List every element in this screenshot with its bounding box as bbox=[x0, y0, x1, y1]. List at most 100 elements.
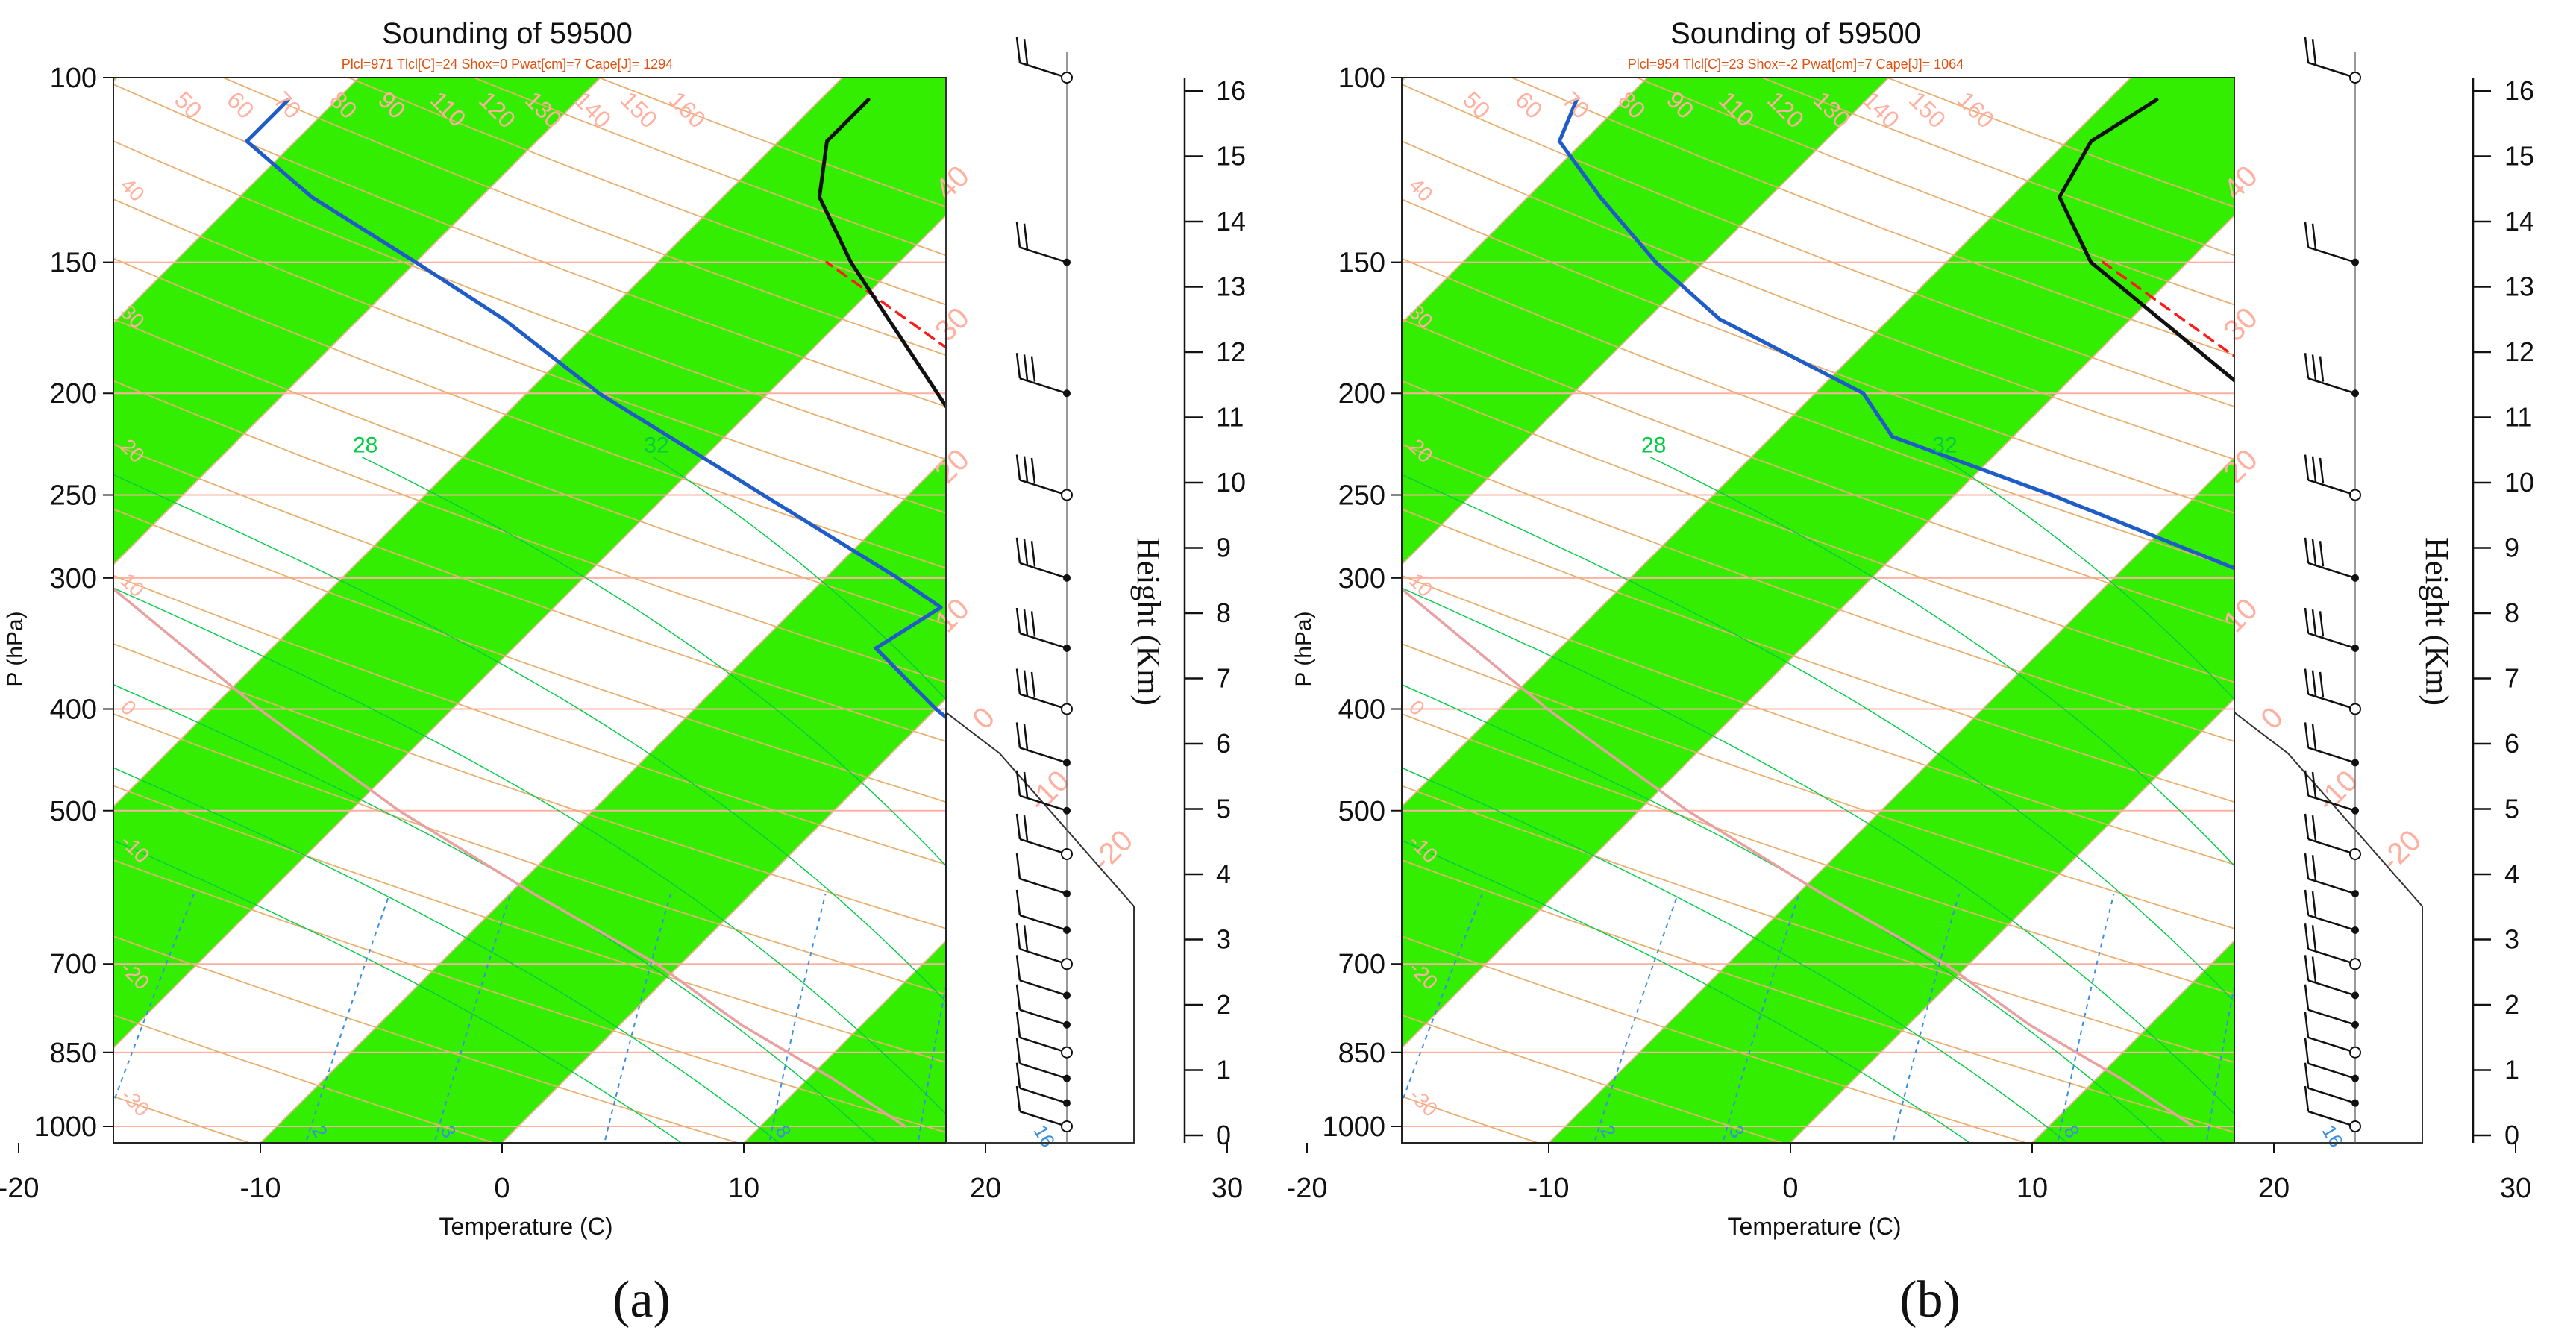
pressure-tick-label: 850 bbox=[50, 1038, 97, 1069]
wind-barb-flag bbox=[2304, 353, 2310, 379]
wind-barb-flag bbox=[2311, 855, 2317, 881]
temperature-profile-point bbox=[2500, 1023, 2502, 1026]
wind-barb-flag bbox=[2304, 722, 2310, 748]
height-tick-label: 14 bbox=[1216, 206, 1246, 236]
isotherm-label: 60 bbox=[1510, 86, 1548, 124]
sounding-parameters: Plcl=954 Tlcl[C]=23 Shox=-2 Pwat[cm]=7 C… bbox=[1628, 57, 1964, 72]
dewpoint-profile-point bbox=[2475, 1023, 2478, 1026]
temperature-profile-point bbox=[2495, 1126, 2497, 1128]
wind-barb bbox=[1015, 1085, 1073, 1132]
dewpoint-profile-point bbox=[1176, 963, 1178, 965]
temperature-tick-label: 0 bbox=[494, 1173, 510, 1204]
dry-adiabat bbox=[113, 935, 741, 1143]
wind-barb bbox=[2304, 984, 2359, 1029]
dry-adiabat bbox=[1402, 508, 2234, 803]
isotherm-label: -20 bbox=[2374, 824, 2428, 877]
pressure-tick-label: 150 bbox=[1338, 248, 1385, 279]
temperature-profile-point bbox=[1111, 762, 1113, 764]
height-tick-label: 0 bbox=[2504, 1120, 2519, 1150]
height-tick-label: 16 bbox=[2504, 75, 2534, 106]
pressure-tick-label: 150 bbox=[50, 248, 97, 279]
parcel-profile-point bbox=[2285, 392, 2287, 395]
moist-adiabat-label: 32 bbox=[644, 433, 668, 458]
temperature-profile-point bbox=[1099, 809, 1101, 812]
wind-barb-flag bbox=[2311, 815, 2317, 841]
dry-adiabat bbox=[1402, 1014, 1784, 1143]
parcel-profile-point bbox=[1211, 577, 1213, 579]
wind-barb-flag bbox=[1030, 611, 1036, 637]
wind-barb bbox=[2304, 1012, 2361, 1059]
wind-barb-flag bbox=[2304, 770, 2310, 796]
wind-barb-flag bbox=[2304, 889, 2310, 916]
temperature-profile-point bbox=[1203, 1051, 1206, 1053]
height-tick-label: 11 bbox=[1216, 402, 1244, 433]
dry-adiabat bbox=[1402, 935, 2029, 1143]
dewpoint-profile-point bbox=[1145, 1102, 1147, 1104]
isotherm-line bbox=[501, 697, 946, 1143]
pressure-axis-label: P (hPa) bbox=[1291, 611, 1316, 686]
wind-barb bbox=[1015, 722, 1071, 767]
wind-barb bbox=[2304, 668, 2361, 715]
wind-barb-flag bbox=[2311, 670, 2317, 696]
isotherm-label: 160 bbox=[1952, 86, 1999, 133]
dewpoint-profile-point bbox=[414, 261, 417, 264]
pressure-tick-label: 700 bbox=[50, 949, 97, 980]
moist-adiabat bbox=[1649, 456, 2234, 867]
wind-barb bbox=[2304, 537, 2359, 582]
wind-barb-staff bbox=[1019, 377, 1068, 395]
wind-barb-station bbox=[1061, 1120, 1073, 1132]
temperature-profile-point bbox=[867, 98, 870, 101]
isotherm-label: 50 bbox=[169, 86, 207, 124]
wind-barb-flag bbox=[1015, 853, 1021, 879]
wind-barb-flag bbox=[2304, 454, 2310, 480]
pressure-tick-label: 400 bbox=[1338, 694, 1385, 725]
dewpoint-profile-point bbox=[502, 318, 505, 321]
dewpoint-profile-point bbox=[2257, 577, 2260, 579]
dewpoint-profile-point bbox=[2460, 1051, 2462, 1053]
isotherm-label: 150 bbox=[1904, 86, 1951, 133]
chart-title: Sounding of 59500 bbox=[382, 17, 633, 50]
mixing-ratio-line bbox=[1027, 894, 1068, 1149]
pressure-tick-label: 200 bbox=[1338, 378, 1385, 410]
barb-panel-outline bbox=[2234, 78, 2423, 1144]
wind-barb bbox=[2304, 722, 2359, 767]
isotherm-label: 0 bbox=[966, 701, 1001, 736]
parcel-profile-point bbox=[2484, 1051, 2486, 1053]
moist-adiabat bbox=[361, 456, 946, 867]
moist-adiabat bbox=[1402, 587, 2234, 1115]
wind-barb-staff bbox=[2307, 1062, 2356, 1079]
pressure-tick-label: 400 bbox=[50, 694, 97, 725]
temperature-profile-point bbox=[2484, 1051, 2486, 1053]
height-tick-label: 13 bbox=[1216, 272, 1246, 302]
wind-barb-staff bbox=[1019, 632, 1068, 650]
wind-barb-flag bbox=[1015, 889, 1021, 916]
dewpoint-profile-point bbox=[310, 195, 313, 198]
wind-barb-flag bbox=[1023, 223, 1029, 249]
temperature-tick-label: 30 bbox=[2500, 1173, 2531, 1204]
wind-barb-staff bbox=[1019, 562, 1068, 580]
wind-barb-staff bbox=[1019, 1110, 1068, 1128]
wind-barb-flag bbox=[1015, 984, 1021, 1010]
height-axis-label: Height (Km) bbox=[2419, 537, 2455, 706]
mixing-ratio-label: 16 bbox=[2318, 1121, 2348, 1151]
moist-adiabat bbox=[113, 474, 946, 1003]
mixing-ratio-line bbox=[604, 893, 672, 1143]
mixing-ratio-line bbox=[433, 893, 512, 1143]
isotherm-line bbox=[2031, 939, 2234, 1143]
dry-adiabat bbox=[113, 257, 946, 569]
mixing-ratio-line bbox=[1114, 894, 1149, 1149]
wind-barb-flag bbox=[2311, 456, 2317, 482]
wind-barb-flag bbox=[2304, 222, 2310, 248]
other-profile-point bbox=[2119, 1077, 2122, 1080]
isotherm-line bbox=[1402, 78, 2131, 808]
wind-barb-flag bbox=[1023, 724, 1029, 750]
wind-barb-staff bbox=[1019, 1087, 1068, 1104]
wind-barb-staff bbox=[2307, 1036, 2356, 1053]
wind-barb bbox=[1015, 668, 1073, 715]
parcel-profile-point bbox=[2553, 963, 2555, 965]
wind-barb-station bbox=[2349, 847, 2361, 860]
barb-panel-outline bbox=[945, 78, 1135, 1144]
parcel-profile-point bbox=[2102, 261, 2105, 264]
